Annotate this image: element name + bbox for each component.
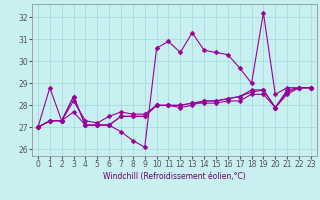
X-axis label: Windchill (Refroidissement éolien,°C): Windchill (Refroidissement éolien,°C) bbox=[103, 172, 246, 181]
